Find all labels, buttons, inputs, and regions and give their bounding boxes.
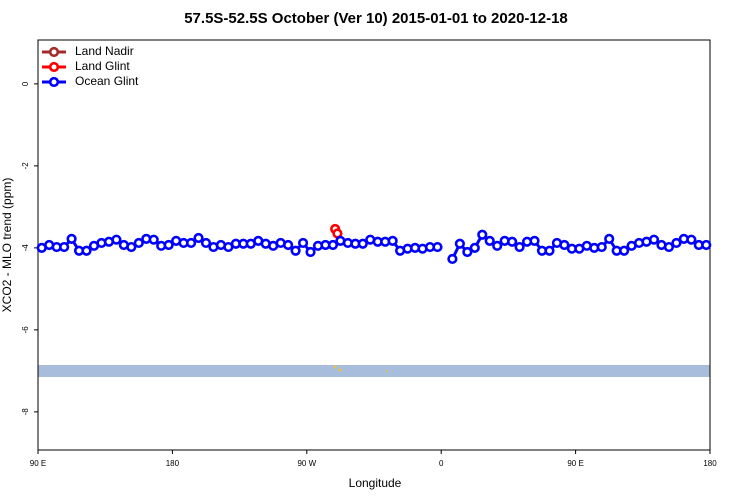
point: [126, 241, 137, 253]
point: [671, 237, 682, 249]
y-tick-label: -6: [21, 326, 30, 334]
point: [305, 246, 316, 258]
point: [185, 237, 197, 249]
point: [469, 242, 480, 253]
point: [462, 246, 473, 258]
x-tick-label: 180: [166, 459, 180, 468]
legend-label: Ocean Glint: [75, 74, 139, 88]
point: [133, 237, 144, 249]
point: [454, 238, 465, 249]
point: [59, 241, 70, 253]
point: [357, 238, 368, 249]
point: [507, 236, 518, 247]
legend-marker: [48, 46, 60, 58]
chart-title: 57.5S-52.5S October (Ver 10) 2015-01-01 …: [184, 10, 568, 27]
point: [648, 234, 660, 245]
x-tick-label: 90 E: [30, 459, 46, 468]
point: [596, 241, 607, 253]
point: [663, 241, 675, 253]
point: [111, 234, 122, 245]
point: [492, 240, 503, 251]
x-tick-label: 90 E: [567, 459, 583, 468]
x-tick-label: 90 W: [297, 459, 316, 468]
point: [327, 239, 339, 251]
point: [200, 237, 212, 249]
point: [290, 245, 301, 256]
legend-marker: [48, 61, 60, 73]
point: [544, 245, 555, 256]
point: [619, 245, 630, 256]
point: [432, 241, 443, 253]
point: [529, 235, 540, 246]
point: [387, 235, 398, 246]
point: [148, 234, 159, 245]
point: [604, 233, 615, 244]
point: [163, 239, 174, 251]
point: [283, 239, 294, 251]
point: [447, 253, 458, 265]
y-tick-label: -4: [21, 244, 30, 252]
y-axis-label: XCO2 - MLO trend (ppm): [0, 178, 14, 313]
point: [477, 229, 488, 240]
land-speck: [386, 370, 388, 372]
point: [193, 232, 204, 244]
point: [484, 235, 495, 246]
point: [514, 241, 525, 253]
point: [81, 245, 92, 256]
legend-label: Land Glint: [75, 59, 130, 73]
point: [297, 237, 309, 249]
land-speck: [333, 365, 337, 369]
point: [686, 234, 697, 245]
legend-label: Land Nadir: [75, 44, 134, 58]
legend-marker: [48, 76, 60, 88]
y-tick-label: -2: [21, 162, 30, 170]
point: [701, 239, 712, 251]
land-speck: [338, 368, 342, 372]
x-tick-label: 180: [703, 459, 717, 468]
point: [559, 239, 570, 251]
x-axis-label: Longitude: [349, 476, 402, 490]
latitude-band: [38, 365, 710, 377]
y-tick-label: 0: [21, 81, 30, 86]
y-tick-label: -8: [21, 408, 30, 416]
x-tick-label: 0: [439, 459, 444, 468]
point: [66, 233, 77, 244]
